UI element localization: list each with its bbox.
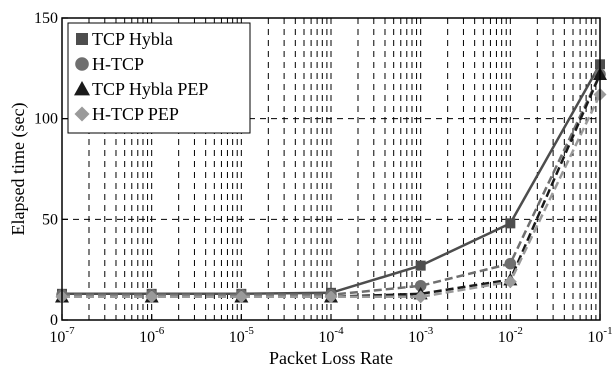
- legend-entry-label: TCP Hybla PEP: [92, 79, 208, 99]
- x-tick-label: 10-1: [587, 325, 612, 346]
- legend-box: [67, 22, 251, 134]
- diamond-marker: [74, 106, 90, 122]
- y-tick-label: 100: [34, 111, 58, 128]
- y-tick-label: 150: [34, 10, 58, 27]
- x-tick-label: 10-7: [49, 325, 75, 346]
- x-tick-label: 10-2: [498, 325, 523, 346]
- circle-marker: [75, 57, 89, 71]
- diamond-marker: [324, 290, 338, 304]
- square-marker: [505, 218, 516, 229]
- x-tick-label: 10-5: [229, 325, 255, 346]
- diamond-marker: [503, 275, 517, 289]
- circle-marker: [504, 257, 517, 270]
- square-marker: [415, 260, 426, 271]
- diamond-marker: [145, 290, 159, 304]
- tick-labels: 10-7 10-6 10-5 10-4 10-3 10-2 10-1 0 50 100 150: [34, 10, 613, 346]
- diamond-marker: [414, 290, 428, 304]
- legend-entry-label: H-TCP: [92, 54, 144, 74]
- x-tick-label: 10-6: [139, 325, 165, 346]
- y-tick-label: 50: [42, 211, 58, 228]
- x-tick-label: 10-3: [408, 325, 434, 346]
- legend: TCP Hybla H-TCP TCP Hybla PEP H-TCP PEP: [67, 22, 251, 134]
- y-axis-label: Elapsed time (sec): [8, 103, 29, 236]
- series-layer: [55, 59, 607, 304]
- x-axis-label: Packet Loss Rate: [269, 348, 393, 368]
- triangle-marker: [74, 81, 90, 96]
- square-marker: [76, 33, 88, 45]
- circle-marker: [414, 279, 427, 292]
- x-tick-label: 10-4: [318, 325, 344, 346]
- y-tick-label: 0: [50, 312, 58, 329]
- series-h-tcp-pep: [55, 88, 607, 304]
- diamond-marker: [234, 290, 248, 304]
- legend-entry-label: H-TCP PEP: [92, 104, 179, 124]
- legend-entry-label: TCP Hybla: [92, 29, 173, 49]
